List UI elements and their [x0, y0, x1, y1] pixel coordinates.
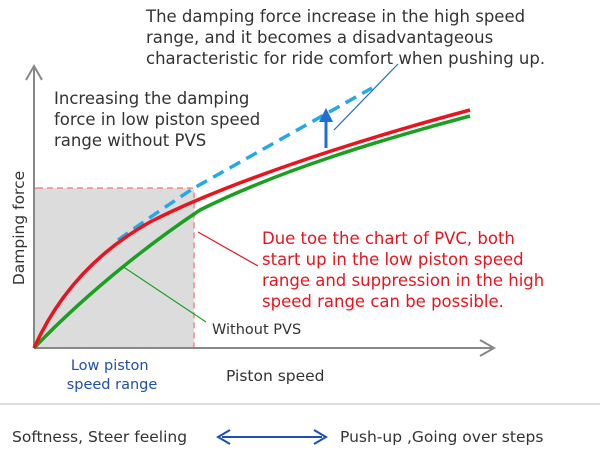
without-pvs-label: Without PVS — [212, 322, 301, 338]
push-up-label: Push-up ,Going over steps — [340, 428, 543, 446]
x-axis-label: Piston speed — [226, 367, 325, 385]
dashed-curve-without-pvs — [116, 86, 373, 242]
x-axis-arrowhead — [479, 339, 497, 357]
push-up-arrow-head — [319, 108, 333, 122]
y-axis-label: Damping force — [10, 171, 28, 285]
softness-label: Softness, Steer feeling — [12, 428, 187, 446]
high-speed-note-leader — [333, 63, 399, 131]
pvs-note-leader — [197, 231, 259, 267]
curve-without-pvs — [32, 114, 471, 350]
double-arrow-icon — [216, 429, 328, 445]
pvs-note: Due toe the chart of PVC, both start up … — [262, 229, 550, 311]
low-speed-note: Increasing the damping force in low pist… — [54, 89, 266, 150]
without-pvs-leader — [121, 265, 207, 323]
low-range-label: Low piston speed range — [67, 358, 158, 393]
curve-pvs — [32, 108, 471, 349]
high-speed-note: The damping force increase in the high s… — [145, 7, 545, 68]
y-axis-arrowhead — [25, 63, 43, 81]
